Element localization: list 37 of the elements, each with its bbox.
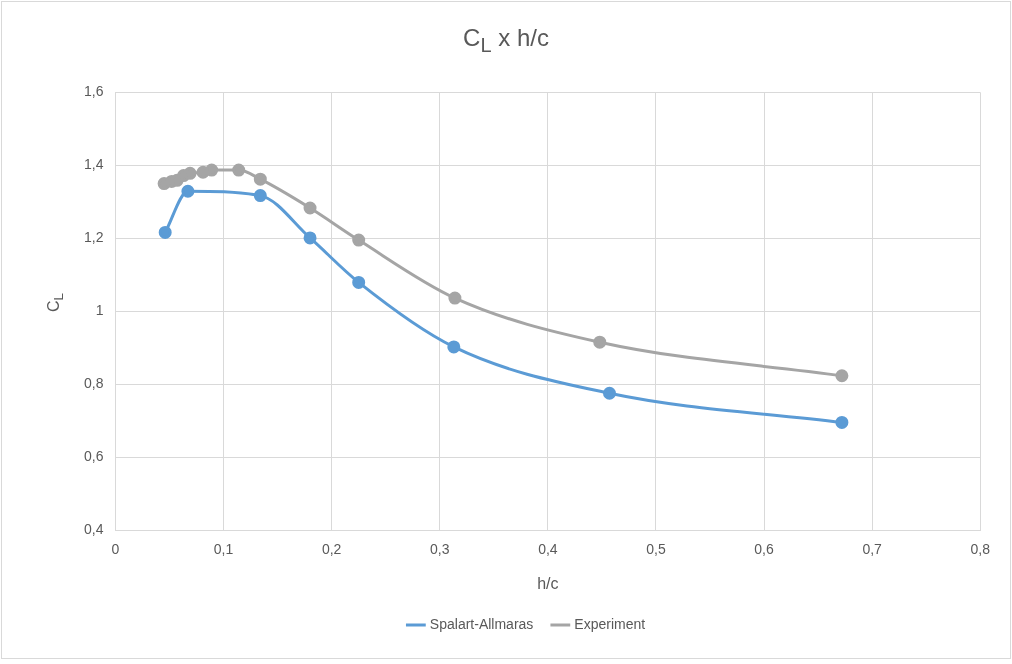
y-tick-label: 1,4: [83, 156, 104, 173]
y-tick-label: 0,4: [83, 520, 104, 537]
point: [253, 172, 267, 186]
point: [447, 340, 461, 354]
legend-label: Experiment: [574, 615, 646, 632]
y-tick-label: 1,6: [83, 83, 104, 100]
y-tick-label: 1: [95, 302, 104, 319]
x-tick-label: 0,7: [862, 541, 883, 558]
point: [232, 163, 246, 177]
point: [205, 163, 219, 177]
point: [181, 184, 195, 198]
x-tick-label: 0,3: [430, 541, 450, 558]
x-tick-label: 0,1: [213, 541, 234, 558]
point: [835, 415, 849, 429]
point: [448, 291, 462, 305]
legend-label: Spalart-Allmaras: [429, 615, 534, 632]
y-tick-label: 1,2: [83, 229, 104, 246]
point: [602, 386, 616, 400]
point: [158, 225, 172, 239]
x-tick-label: 0: [111, 541, 120, 558]
x-tick-label: 0,8: [970, 541, 991, 558]
x-tick-label: 0,5: [646, 541, 666, 558]
x-axis-title: h/c: [537, 574, 559, 592]
point: [352, 233, 366, 247]
point: [593, 335, 607, 349]
y-tick-label: 0,8: [83, 374, 104, 391]
point: [303, 201, 317, 215]
x-tick-label: 0,6: [754, 541, 775, 558]
x-tick-label: 0,4: [538, 541, 558, 558]
x-tick-label: 0,2: [321, 541, 342, 558]
point: [303, 231, 317, 245]
y-tick-label: 0,6: [83, 447, 104, 464]
point: [352, 275, 366, 289]
point: [183, 166, 197, 180]
chart-title: C$_{L}$ x h/c: [462, 24, 550, 57]
point: [835, 369, 849, 383]
point: [253, 189, 267, 203]
